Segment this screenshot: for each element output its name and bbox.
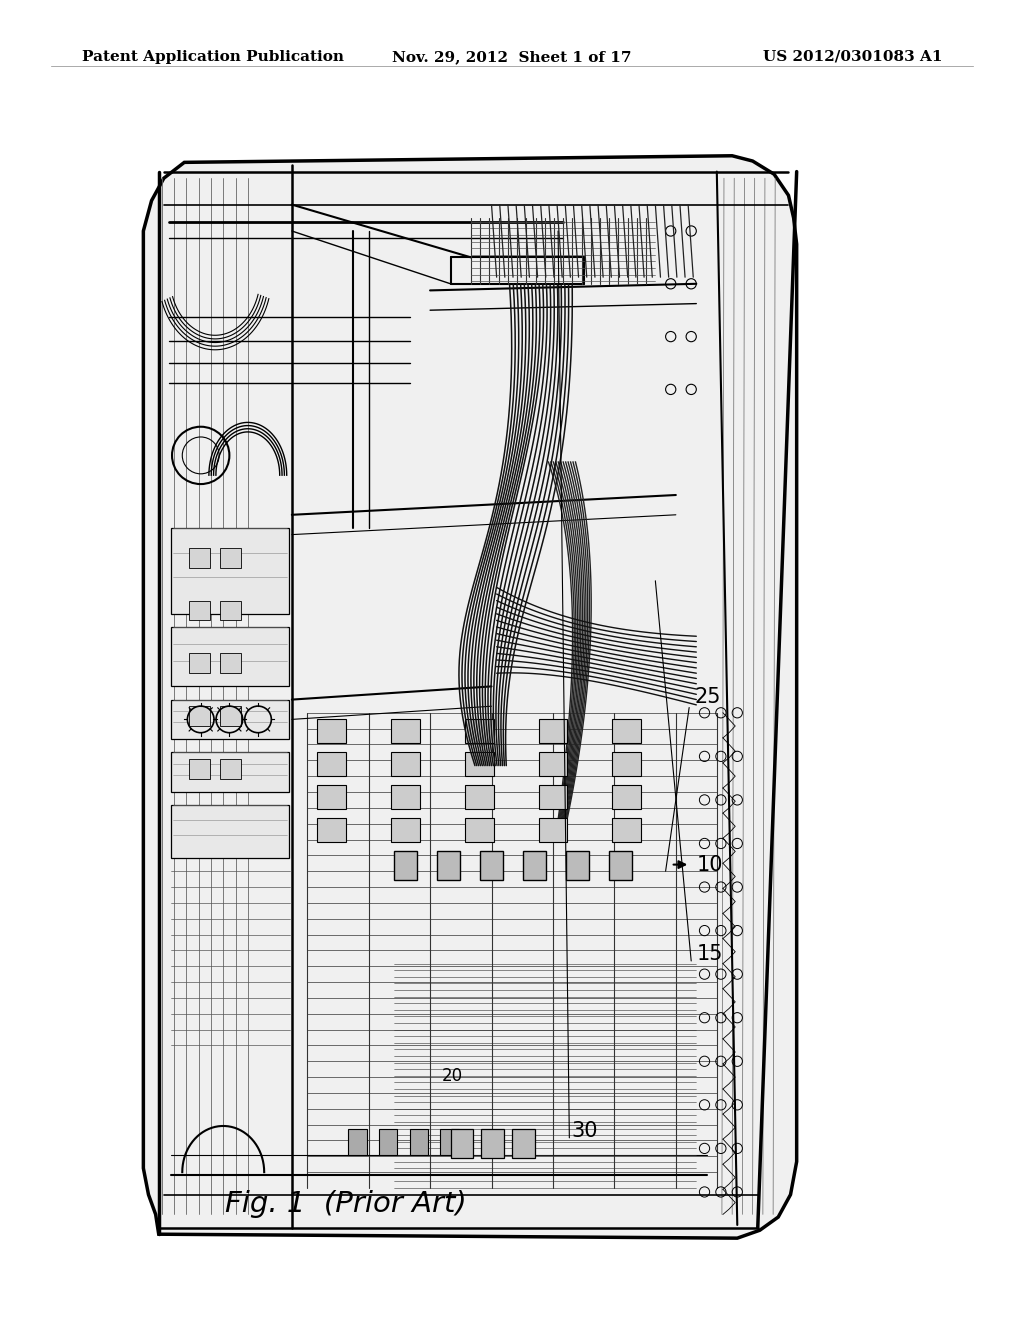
- Bar: [451, 1129, 473, 1158]
- Text: 30: 30: [571, 1121, 598, 1142]
- Bar: [566, 851, 589, 880]
- Text: 25: 25: [694, 686, 721, 708]
- Bar: [171, 528, 289, 614]
- Bar: [391, 719, 420, 743]
- Bar: [171, 805, 289, 858]
- Bar: [612, 752, 641, 776]
- Bar: [391, 785, 420, 809]
- Bar: [171, 627, 289, 686]
- Bar: [410, 1129, 428, 1155]
- Bar: [317, 719, 346, 743]
- Bar: [440, 1129, 459, 1155]
- Bar: [539, 752, 567, 776]
- Bar: [465, 719, 494, 743]
- Bar: [539, 719, 567, 743]
- Bar: [539, 818, 567, 842]
- Bar: [220, 706, 241, 726]
- Polygon shape: [143, 156, 797, 1238]
- Bar: [465, 785, 494, 809]
- Bar: [612, 818, 641, 842]
- Bar: [171, 752, 289, 792]
- Bar: [171, 700, 289, 739]
- Bar: [189, 706, 210, 726]
- Bar: [523, 851, 546, 880]
- Bar: [189, 759, 210, 779]
- Text: 15: 15: [696, 944, 723, 965]
- Bar: [220, 653, 241, 673]
- Bar: [480, 851, 503, 880]
- Bar: [391, 752, 420, 776]
- Bar: [612, 719, 641, 743]
- Bar: [189, 548, 210, 568]
- Text: 10: 10: [696, 854, 723, 875]
- Bar: [512, 1129, 535, 1158]
- Bar: [317, 785, 346, 809]
- Bar: [539, 785, 567, 809]
- Text: Fig. 1  (Prior Art): Fig. 1 (Prior Art): [225, 1189, 467, 1218]
- Bar: [220, 601, 241, 620]
- Bar: [465, 818, 494, 842]
- Bar: [612, 785, 641, 809]
- Bar: [220, 548, 241, 568]
- Text: US 2012/0301083 A1: US 2012/0301083 A1: [763, 50, 942, 63]
- Bar: [220, 759, 241, 779]
- Bar: [379, 1129, 397, 1155]
- Bar: [348, 1129, 367, 1155]
- Bar: [189, 653, 210, 673]
- Bar: [481, 1129, 504, 1158]
- Text: 20: 20: [442, 1067, 463, 1085]
- Bar: [437, 851, 460, 880]
- Bar: [317, 752, 346, 776]
- Bar: [189, 601, 210, 620]
- Bar: [394, 851, 417, 880]
- Bar: [317, 818, 346, 842]
- Bar: [391, 818, 420, 842]
- Text: Nov. 29, 2012  Sheet 1 of 17: Nov. 29, 2012 Sheet 1 of 17: [392, 50, 632, 63]
- Bar: [465, 752, 494, 776]
- Bar: [609, 851, 632, 880]
- Text: Patent Application Publication: Patent Application Publication: [82, 50, 344, 63]
